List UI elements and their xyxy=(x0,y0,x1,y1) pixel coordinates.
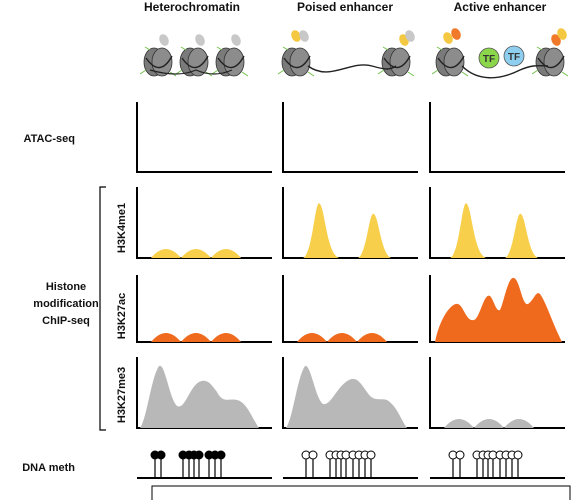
h3k4me1-signal-poised xyxy=(303,203,391,258)
h3k27ac-axes-poised xyxy=(282,275,418,343)
row-label-histone-1: Histone xyxy=(46,281,86,293)
h3k27me3-signal-poised xyxy=(286,365,407,428)
tf-label-green: TF xyxy=(483,54,495,65)
h3k4me1-signal-heterochromatin xyxy=(151,249,241,258)
h3k4me1-signal-active xyxy=(450,203,538,258)
nucleosome-active-right xyxy=(531,46,569,77)
row-label-dna-meth: DNA meth xyxy=(22,462,75,474)
histone-mark-active-yellow-right xyxy=(557,28,567,40)
transcription-factor-blue xyxy=(503,45,525,67)
h3k27ac-axes-heterochromatin xyxy=(136,275,272,343)
cpg-methylated-heterochromatin-5 xyxy=(194,450,204,460)
dna-methylation-track xyxy=(137,450,565,479)
histone-mark-poised-yellow-left xyxy=(291,30,301,42)
track-label-h3k4me1: H3K4me1 xyxy=(116,203,128,253)
histone-mark-active-yellow-left xyxy=(443,32,453,44)
histone-mark-poised-grey-left xyxy=(299,30,309,42)
column-title-active-enhancer: Active enhancer xyxy=(454,0,547,14)
column-title-poised-enhancer: Poised enhancer xyxy=(297,0,393,14)
h3k27ac-signal-active xyxy=(435,277,562,342)
track-label-h3k27ac: H3K27ac xyxy=(116,293,128,339)
nucleosome-active-left xyxy=(431,46,469,77)
tf-label-blue: TF xyxy=(508,52,520,63)
transcription-factor-green xyxy=(478,47,500,69)
nucleosome-heterochromatin-0 xyxy=(139,46,177,77)
nucleosome-poised-left xyxy=(277,46,315,77)
dna-strand-poised xyxy=(307,64,397,73)
h3k4me1-axes-poised xyxy=(282,187,418,259)
h3k27me3-signal-heterochromatin xyxy=(140,365,259,428)
h3k27ac-signal-heterochromatin xyxy=(151,333,241,342)
histone-mark-heterochromatin-1 xyxy=(195,34,205,46)
cpg-methylated-heterochromatin-8 xyxy=(216,450,226,460)
cpg-unmethylated-poised-9 xyxy=(366,450,376,460)
row-label-histone-3: ChIP-seq xyxy=(42,315,90,327)
histone-bracket xyxy=(99,186,106,431)
nucleosome-heterochromatin-1 xyxy=(175,46,213,77)
histone-mark-poised-grey-right xyxy=(405,30,415,42)
nucleosome-heterochromatin-2 xyxy=(211,46,249,77)
cpg-methylated-heterochromatin-1 xyxy=(156,450,166,460)
track-label-h3k27me3: H3K27me3 xyxy=(116,367,128,423)
histone-mark-heterochromatin-0 xyxy=(159,34,169,46)
h3k4me1-axes-active xyxy=(429,187,565,259)
row-label-atac-seq: ATAC-seq xyxy=(23,133,75,145)
signal-panels xyxy=(136,102,565,429)
dna-strand-heterochromatin xyxy=(149,69,233,75)
column-title-heterochromatin: Heterochromatin xyxy=(144,0,240,14)
cpg-unmethylated-active-9 xyxy=(513,450,523,460)
dna-strand-active xyxy=(461,64,549,79)
caption-box xyxy=(151,485,571,500)
histone-mark-heterochromatin-2 xyxy=(231,34,241,46)
atac-axes-active xyxy=(429,102,565,173)
row-label-histone-2: modification xyxy=(33,298,99,310)
h3k27ac-signal-poised xyxy=(297,333,387,342)
nucleosome-poised-right xyxy=(377,46,415,77)
atac-axes-heterochromatin xyxy=(136,102,272,173)
h3k4me1-axes-heterochromatin xyxy=(136,187,272,259)
histone-mark-active-orange-left xyxy=(451,28,461,40)
atac-axes-poised xyxy=(282,102,418,173)
h3k27me3-signal-active xyxy=(444,419,534,428)
h3k27me3-axes-active xyxy=(429,357,565,429)
chromatin-illustrations: TF TF xyxy=(139,28,569,79)
histone-mark-active-orange-right xyxy=(551,34,561,46)
cpg-unmethylated-active-1 xyxy=(455,450,465,460)
cpg-unmethylated-poised-1 xyxy=(308,450,318,460)
